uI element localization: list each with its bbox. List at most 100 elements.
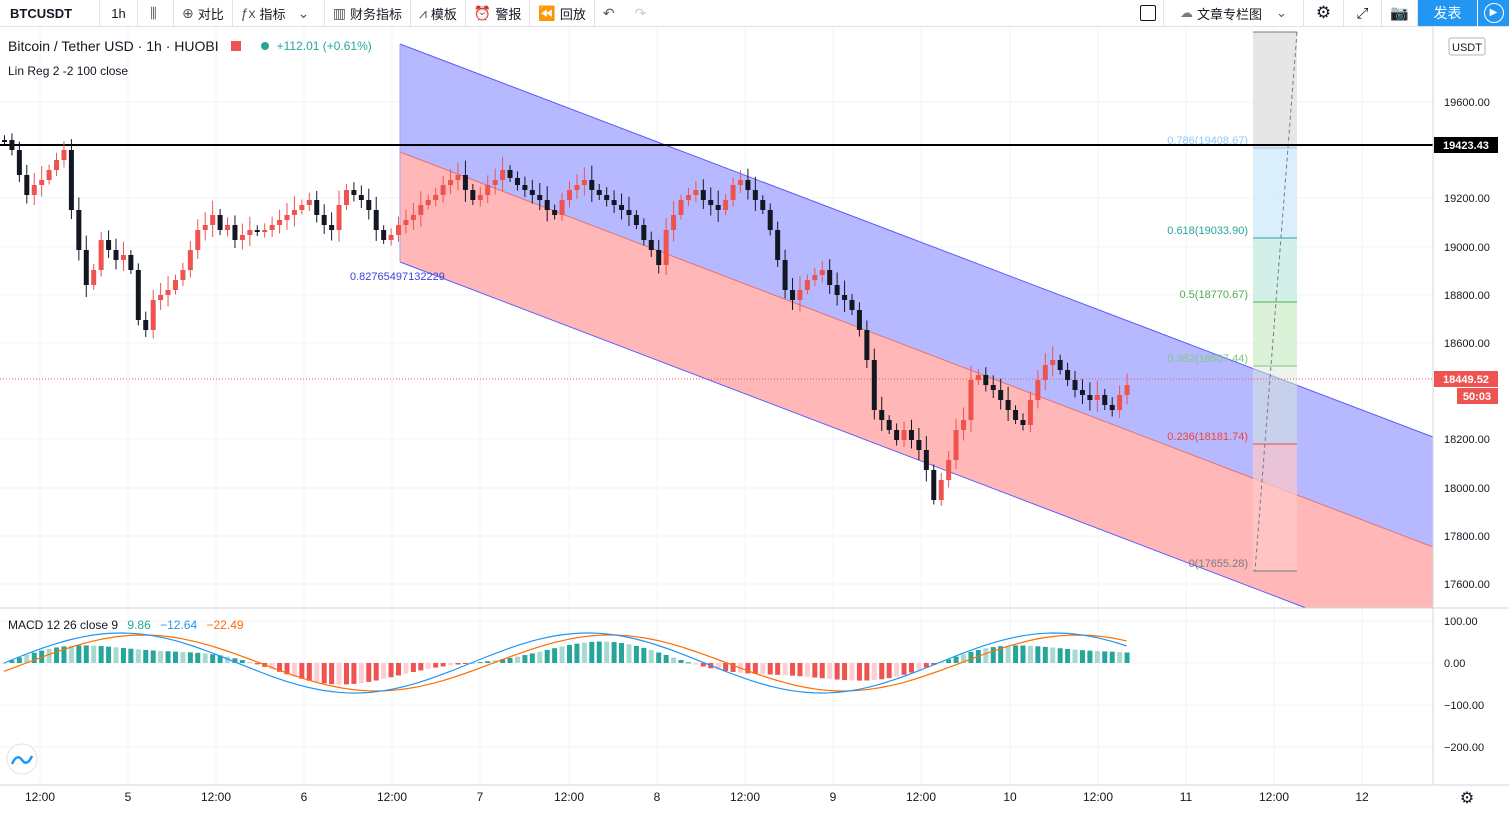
publish-button[interactable]: 发表 xyxy=(1417,0,1477,26)
candle-body xyxy=(931,470,937,500)
time-tick: 12:00 xyxy=(906,790,936,804)
candle-body xyxy=(16,150,22,175)
chart-settings-icon[interactable]: ⚙ xyxy=(1460,788,1474,807)
financials-button[interactable]: ▥ 财务指标 xyxy=(325,0,411,26)
candle-body xyxy=(366,200,372,210)
linreg-upper-band xyxy=(400,44,1433,547)
macd-histogram-bar xyxy=(767,663,773,675)
price-tick: 17800.00 xyxy=(1444,531,1490,543)
candle-body xyxy=(1035,380,1041,400)
macd-histogram-bar xyxy=(559,646,565,663)
macd-axis[interactable]: 100.00 0.00 −100.00 −200.00 xyxy=(1444,616,1484,754)
candle-body xyxy=(396,225,402,235)
replay-button[interactable]: ⏪ 回放 xyxy=(530,0,595,26)
alarm-clock-icon: ⏰ xyxy=(473,4,492,21)
macd-histogram-bar xyxy=(998,646,1004,663)
candle-body xyxy=(150,300,156,330)
macd-tick: −200.00 xyxy=(1444,742,1484,754)
candle-body xyxy=(1087,395,1093,400)
fib-level-05: 0.5(18770.67) xyxy=(1180,289,1249,301)
financials-label: 财务指标 xyxy=(349,6,402,22)
macd-histogram-bar xyxy=(804,663,810,677)
compare-label: 对比 xyxy=(197,6,224,22)
symbol-search-button[interactable]: BTCUSDT xyxy=(0,0,100,26)
fullscreen-layout-button[interactable] xyxy=(1133,0,1163,26)
macd-tick: 100.00 xyxy=(1444,616,1478,628)
macd-histogram-bar xyxy=(923,663,929,668)
candle-body xyxy=(663,230,669,265)
candle-body xyxy=(537,195,543,200)
time-tick: 8 xyxy=(654,790,661,804)
candle-body xyxy=(864,330,870,360)
candle-body xyxy=(54,160,60,170)
candle-body xyxy=(797,290,803,300)
macd-histogram-bar xyxy=(388,663,394,678)
candle-body xyxy=(24,175,30,195)
candle-body xyxy=(187,250,193,270)
screenshot-button[interactable]: 📷 xyxy=(1381,0,1417,26)
time-tick: 12:00 xyxy=(201,790,231,804)
usdt-badge[interactable]: USDT xyxy=(1448,37,1486,56)
candle-body xyxy=(1057,360,1063,370)
linreg-legend[interactable]: Lin Reg 2 -2 100 close xyxy=(8,64,129,78)
compare-button[interactable]: ⊕ 对比 xyxy=(174,0,233,26)
candle-body xyxy=(120,255,126,260)
macd-value-2: −12.64 xyxy=(160,618,198,632)
macd-tick: 0.00 xyxy=(1444,658,1465,670)
indicators-button[interactable]: ƒx 指标 ⌄ xyxy=(233,0,325,26)
macd-histogram-bar xyxy=(879,663,885,680)
macd-histogram-bar xyxy=(120,648,126,663)
macd-pane xyxy=(2,632,1130,694)
time-axis[interactable]: 12:00 5 12:00 6 12:00 7 12:00 8 12:00 9 12:00 10 12:… xyxy=(25,790,1369,804)
price-axis[interactable]: 19600.00 19200.00 19000.00 18800.00 18600.00… xyxy=(1444,97,1490,591)
macd-histogram-bar xyxy=(254,663,260,665)
candle-body xyxy=(849,300,855,310)
candle-body xyxy=(418,205,424,215)
redo-button[interactable]: ↷ xyxy=(627,0,659,26)
macd-legend[interactable]: MACD 12 26 close 9 9.86 −12.64 −22.49 xyxy=(8,618,250,632)
templates-button[interactable]: ⩘ 模板 xyxy=(411,0,466,26)
macd-histogram-bar xyxy=(619,642,625,663)
candle-body xyxy=(172,280,178,290)
candle-body xyxy=(938,480,944,500)
undo-button[interactable]: ↶ xyxy=(595,0,627,26)
macd-histogram-bar xyxy=(9,660,15,663)
macd-histogram-bar xyxy=(225,656,231,663)
time-tick: 9 xyxy=(830,790,837,804)
price-tick: 19600.00 xyxy=(1444,97,1490,109)
macd-histogram-bar xyxy=(1087,650,1093,663)
play-button[interactable]: ▶ xyxy=(1477,0,1509,26)
macd-histogram-bar xyxy=(908,663,914,673)
candle-body xyxy=(961,420,967,430)
macd-histogram-bar xyxy=(567,644,572,663)
symbol-title[interactable]: Bitcoin / Tether USD · 1h · HUOBI xyxy=(8,38,219,54)
candle-body xyxy=(485,185,491,195)
time-tick: 12 xyxy=(1355,790,1369,804)
time-tick: 12:00 xyxy=(25,790,55,804)
chart-style-button[interactable]: ⫼ xyxy=(138,0,174,26)
macd-histogram-bar xyxy=(685,662,691,664)
candle-body xyxy=(626,210,632,215)
chart-layout-menu[interactable]: ☁ 文章专栏图 ⌄ xyxy=(1163,0,1303,26)
candle-body xyxy=(514,178,520,185)
price-change: +112.01 (+0.61%) xyxy=(276,39,372,53)
candle-body xyxy=(128,255,134,270)
candle-body xyxy=(425,200,431,205)
interval-button[interactable]: 1h xyxy=(100,0,138,26)
flag-icon[interactable] xyxy=(230,41,241,51)
fib-retracement[interactable]: 0.786(19408.67) 0.618(19033.90) 0.5(1877… xyxy=(1167,31,1298,572)
macd-histogram-bar xyxy=(106,646,112,663)
settings-button[interactable]: ⚙ xyxy=(1303,0,1343,26)
price-tick: 18800.00 xyxy=(1444,290,1490,302)
macd-histogram-bar xyxy=(113,647,119,663)
macd-histogram-bar xyxy=(961,654,967,663)
candle-body xyxy=(165,290,171,295)
tradingview-logo[interactable] xyxy=(6,743,38,775)
macd-histogram-bar xyxy=(24,654,30,663)
fullscreen-button[interactable]: ⤢ xyxy=(1343,0,1381,26)
macd-histogram-bar xyxy=(358,663,364,684)
candle-body xyxy=(581,180,587,185)
macd-histogram-bar xyxy=(827,663,833,679)
alert-button[interactable]: ⏰ 警报 xyxy=(466,0,531,26)
